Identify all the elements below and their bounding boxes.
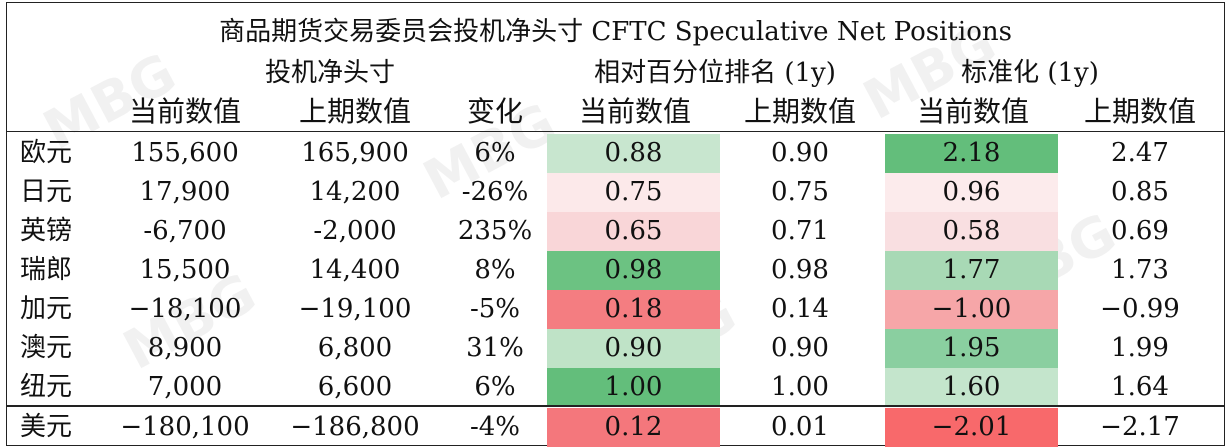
- current-value-cell: 155,600: [131, 138, 239, 168]
- pct-current-cell: 1.00: [547, 368, 720, 407]
- pct-previous-cell: 0.90: [771, 333, 829, 363]
- table-row: 加元 −18,100 −19,100 -5% 0.18 0.14 −1.00 −0.99: [0, 290, 1231, 329]
- col-header-change: 变化: [466, 95, 523, 128]
- std-previous-cell: 0.69: [1111, 216, 1169, 246]
- table-title: 商品期货交易委员会投机净头寸 CFTC Speculative Net Posi…: [219, 17, 1012, 47]
- previous-value-cell: 6,600: [317, 372, 393, 402]
- std-previous-cell: −2.17: [1100, 412, 1180, 442]
- col-header-pct-previous: 上期数值: [743, 95, 856, 128]
- pct-current-cell: 0.98: [547, 251, 720, 290]
- pct-current-cell: 0.88: [547, 134, 720, 173]
- std-previous-cell: 2.47: [1111, 138, 1169, 168]
- current-value-cell: 17,900: [139, 177, 231, 207]
- header-divider: [6, 131, 1225, 132]
- table-row: 日元 17,900 14,200 -26% 0.75 0.75 0.96 0.85: [0, 173, 1231, 212]
- pct-current-cell: 0.18: [547, 290, 720, 329]
- pct-previous-cell: 0.01: [771, 412, 829, 442]
- std-current-cell: 0.96: [885, 173, 1058, 212]
- std-current-cell: 2.18: [885, 134, 1058, 173]
- std-current-cell: 1.77: [885, 251, 1058, 290]
- std-current-cell: 1.95: [885, 329, 1058, 368]
- std-previous-cell: 1.64: [1111, 372, 1169, 402]
- pct-previous-cell: 0.14: [771, 294, 829, 324]
- col-header-std-previous: 上期数值: [1083, 95, 1196, 128]
- previous-value-cell: 165,900: [301, 138, 409, 168]
- std-current-cell: 1.60: [885, 368, 1058, 407]
- change-cell: 6%: [474, 138, 516, 168]
- pct-current-cell: 0.12: [547, 408, 720, 447]
- change-cell: -26%: [461, 177, 529, 207]
- std-current-cell: −2.01: [885, 408, 1058, 447]
- currency-cell: 欧元: [20, 138, 73, 168]
- pct-previous-cell: 0.75: [771, 177, 829, 207]
- table-row: 澳元 8,900 6,800 31% 0.90 0.90 1.95 1.99: [0, 329, 1231, 368]
- current-value-cell: −18,100: [128, 294, 242, 324]
- std-previous-cell: 1.99: [1111, 333, 1169, 363]
- pct-previous-cell: 1.00: [771, 372, 829, 402]
- previous-value-cell: -2,000: [313, 216, 397, 246]
- col-header-pct-current: 当前数值: [578, 95, 691, 128]
- pct-current-cell: 0.90: [547, 329, 720, 368]
- previous-value-cell: 14,200: [309, 177, 401, 207]
- current-value-cell: 7,000: [147, 372, 223, 402]
- std-current-cell: 0.58: [885, 212, 1058, 251]
- currency-cell: 澳元: [20, 333, 73, 363]
- pct-previous-cell: 0.71: [771, 216, 829, 246]
- currency-cell: 加元: [20, 294, 73, 324]
- group-header-standardized: 标准化 (1y): [961, 58, 1099, 88]
- currency-cell: 美元: [20, 412, 73, 442]
- current-value-cell: −180,100: [120, 412, 250, 442]
- change-cell: -5%: [469, 294, 521, 324]
- col-header-current: 当前数值: [128, 95, 241, 128]
- col-header-previous: 上期数值: [298, 95, 411, 128]
- change-cell: 31%: [466, 333, 524, 363]
- previous-value-cell: −186,800: [290, 412, 420, 442]
- usd-divider: [6, 405, 1225, 407]
- change-cell: -4%: [469, 412, 521, 442]
- current-value-cell: 15,500: [139, 255, 231, 285]
- change-cell: 8%: [474, 255, 516, 285]
- group-header-percentile: 相对百分位排名 (1y): [594, 58, 836, 88]
- currency-cell: 纽元: [20, 372, 73, 402]
- pct-previous-cell: 0.90: [771, 138, 829, 168]
- table-row: 英镑 -6,700 -2,000 235% 0.65 0.71 0.58 0.69: [0, 212, 1231, 251]
- std-previous-cell: 0.85: [1111, 177, 1169, 207]
- previous-value-cell: −19,100: [298, 294, 412, 324]
- pct-current-cell: 0.75: [547, 173, 720, 212]
- col-header-std-current: 当前数值: [916, 95, 1029, 128]
- table-row: 瑞郎 15,500 14,400 8% 0.98 0.98 1.77 1.73: [0, 251, 1231, 290]
- currency-cell: 瑞郎: [20, 255, 73, 285]
- pct-current-cell: 0.65: [547, 212, 720, 251]
- std-previous-cell: −0.99: [1100, 294, 1180, 324]
- current-value-cell: 8,900: [147, 333, 223, 363]
- std-current-cell: −1.00: [885, 290, 1058, 329]
- pct-previous-cell: 0.98: [771, 255, 829, 285]
- table-row: 纽元 7,000 6,600 6% 1.00 1.00 1.60 1.64: [0, 368, 1231, 407]
- group-header-net-positions: 投机净头寸: [264, 58, 395, 88]
- change-cell: 235%: [457, 216, 533, 246]
- table-row: 美元 −180,100 −186,800 -4% 0.12 0.01 −2.01 −2.17: [0, 408, 1231, 447]
- std-previous-cell: 1.73: [1111, 255, 1169, 285]
- currency-cell: 英镑: [20, 216, 73, 246]
- change-cell: 6%: [474, 372, 516, 402]
- currency-cell: 日元: [20, 177, 73, 207]
- current-value-cell: -6,700: [143, 216, 227, 246]
- previous-value-cell: 14,400: [309, 255, 401, 285]
- table-row: 欧元 155,600 165,900 6% 0.88 0.90 2.18 2.47: [0, 134, 1231, 173]
- previous-value-cell: 6,800: [317, 333, 393, 363]
